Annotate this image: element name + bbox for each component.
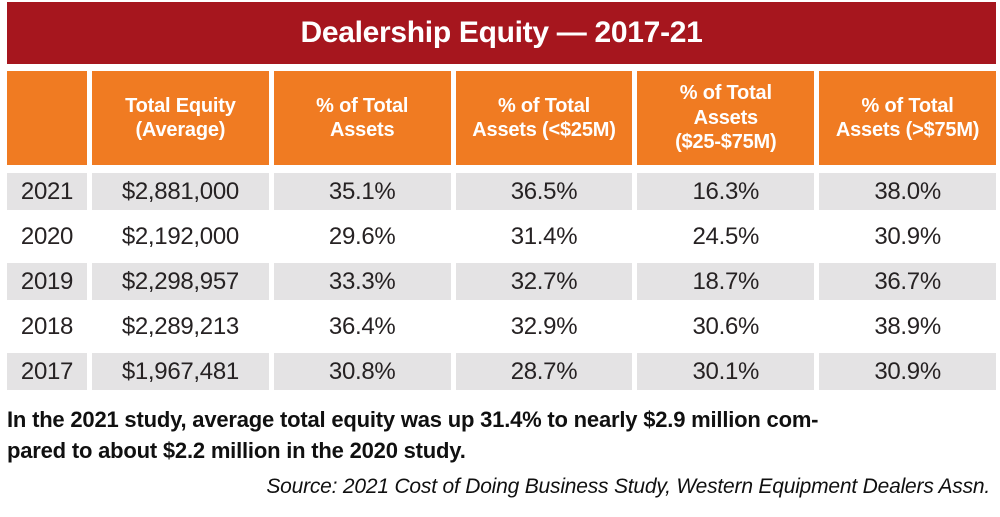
cell-pct-over-75m: 38.0% [819,173,996,210]
cell-pct-total-assets: 30.8% [273,353,451,390]
cell-pct-over-75m: 38.9% [819,308,996,345]
summary-text: In the 2021 study, average total equity … [7,407,819,464]
cell-pct-under-25m: 32.7% [455,263,633,300]
cell-pct-under-25m: 31.4% [455,218,633,255]
header-total-equity: Total Equity (Average) [92,71,269,165]
cell-pct-over-75m: 30.9% [819,353,996,390]
cell-year: 2018 [7,308,87,345]
cell-pct-total-assets: 36.4% [273,308,451,345]
cell-pct-under-25m: 32.9% [455,308,633,345]
cell-pct-25-75m: 30.6% [637,308,815,345]
cell-pct-under-25m: 28.7% [455,353,633,390]
table-title-bar: Dealership Equity — 2017-21 [7,2,996,64]
cell-pct-25-75m: 16.3% [637,173,815,210]
cell-year: 2021 [7,173,87,210]
cell-pct-over-75m: 36.7% [819,263,996,300]
cell-pct-25-75m: 30.1% [637,353,815,390]
equity-table: Total Equity (Average) % of Total Assets… [7,71,996,390]
cell-total-equity: $2,289,213 [92,308,269,345]
header-pct-under-25m: % of Total Assets (<$25M) [455,71,633,165]
table-title: Dealership Equity — 2017-21 [300,16,703,49]
cell-pct-under-25m: 36.5% [455,173,633,210]
cell-year: 2017 [7,353,87,390]
header-year [7,71,87,165]
cell-total-equity: $2,881,000 [92,173,269,210]
cell-pct-total-assets: 35.1% [273,173,451,210]
header-pct-25-75m: % of Total Assets ($25-$75M) [637,71,815,165]
cell-year: 2019 [7,263,87,300]
cell-total-equity: $2,298,957 [92,263,269,300]
cell-pct-over-75m: 30.9% [819,218,996,255]
cell-total-equity: $1,967,481 [92,353,269,390]
cell-pct-total-assets: 33.3% [273,263,451,300]
source-credit: Source: 2021 Cost of Doing Business Stud… [266,475,990,499]
cell-pct-total-assets: 29.6% [273,218,451,255]
cell-pct-25-75m: 18.7% [637,263,815,300]
cell-pct-25-75m: 24.5% [637,218,815,255]
cell-year: 2020 [7,218,87,255]
header-pct-over-75m: % of Total Assets (>$75M) [819,71,996,165]
header-pct-total-assets: % of Total Assets [273,71,451,165]
cell-total-equity: $2,192,000 [92,218,269,255]
